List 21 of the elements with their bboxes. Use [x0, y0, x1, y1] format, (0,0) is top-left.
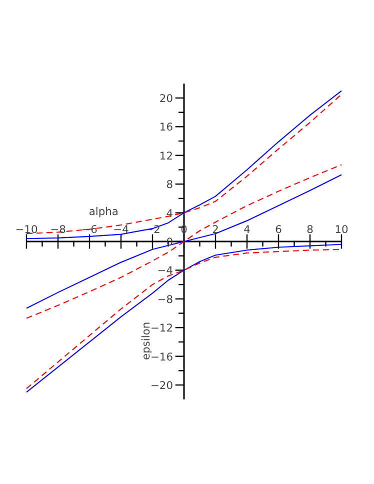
- y-tick-label: 16: [159, 120, 174, 134]
- y-tick-label: −12: [150, 322, 173, 335]
- x-tick-label: −10: [15, 222, 38, 236]
- x-tick-label: 2: [212, 222, 219, 236]
- x-tick-label: 6: [275, 222, 282, 236]
- x-tick-label: 8: [306, 222, 314, 236]
- y-tick-label: 8: [166, 178, 174, 192]
- x-axis-title: alpha: [88, 205, 118, 218]
- y-axis-title: epsilon: [140, 322, 153, 360]
- x-tick-label: 4: [244, 222, 251, 236]
- x-tick-label: −4: [113, 222, 130, 236]
- y-tick-label: 20: [159, 92, 174, 105]
- y-tick-label: −4: [157, 264, 174, 278]
- y-tick-label: 12: [159, 149, 173, 162]
- y-tick-label: 0: [166, 236, 174, 248]
- x-tick-label: −6: [82, 222, 98, 236]
- y-tick-label: −20: [150, 379, 174, 392]
- x-tick-label: 10: [334, 222, 348, 236]
- y-tick-label: −16: [150, 350, 174, 364]
- x-tick-label: −8: [50, 222, 66, 236]
- y-tick-label: −8: [157, 292, 174, 306]
